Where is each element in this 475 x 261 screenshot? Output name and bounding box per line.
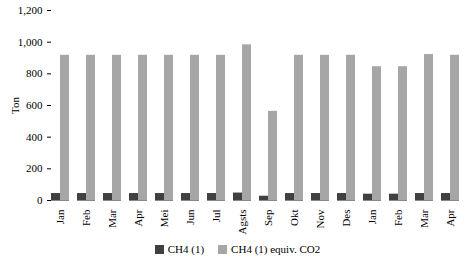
svg-text:800: 800 [26,67,43,79]
svg-text:Des: Des [340,210,352,227]
svg-text:Agsts: Agsts [236,210,248,235]
svg-text:200: 200 [26,162,43,174]
svg-text:1,000: 1,000 [18,36,43,48]
svg-text:Jul: Jul [210,210,222,223]
svg-text:Jan: Jan [54,209,66,224]
svg-text:Mar: Mar [106,209,118,228]
svg-text:Mei: Mei [158,210,170,228]
svg-text:Mar: Mar [418,209,430,228]
html-text:CH4 (1) equiv. CO2: CH4 (1) equiv. CO2 [231,243,321,255]
svg-text:Apr: Apr [444,209,456,226]
svg-text:Ton: Ton [9,97,21,114]
svg-text:Jan: Jan [366,209,378,224]
svg-text:600: 600 [26,99,43,111]
svg-text:0: 0 [37,194,43,206]
svg-text:Apr: Apr [132,209,144,226]
svg-text:Jun: Jun [184,209,196,225]
svg-text:Feb: Feb [80,209,92,226]
svg-text:400: 400 [26,131,43,143]
svg-text:Nov: Nov [314,209,326,228]
html-text:CH4 (1): CH4 (1) [167,243,205,255]
svg-text:Sep: Sep [262,209,274,226]
svg-text:Okt: Okt [288,210,300,227]
svg-text:Feb: Feb [392,209,404,226]
svg-text:1,200: 1,200 [18,4,43,16]
